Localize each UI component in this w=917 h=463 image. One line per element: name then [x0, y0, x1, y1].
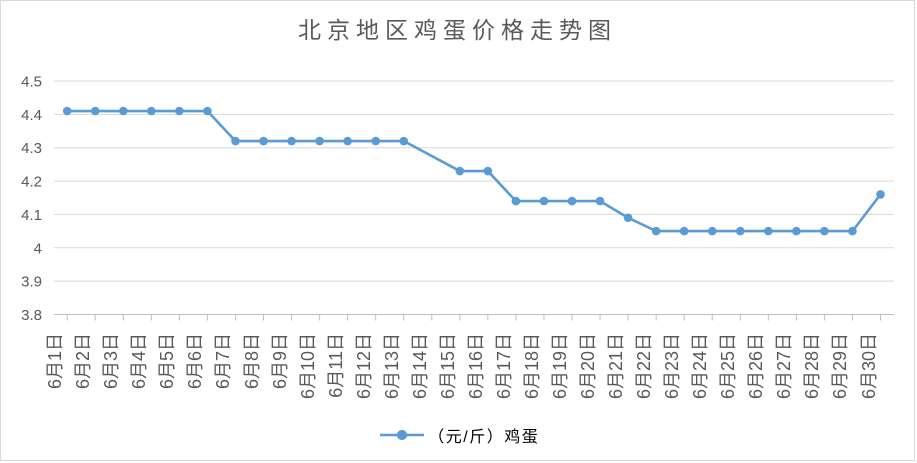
- svg-text:4: 4: [34, 240, 42, 257]
- svg-text:4.4: 4.4: [21, 107, 42, 124]
- svg-text:3.9: 3.9: [21, 274, 42, 291]
- svg-text:4.3: 4.3: [21, 140, 42, 157]
- svg-text:4.2: 4.2: [21, 174, 42, 191]
- svg-text:4.5: 4.5: [21, 74, 42, 91]
- svg-text:4.1: 4.1: [21, 207, 42, 224]
